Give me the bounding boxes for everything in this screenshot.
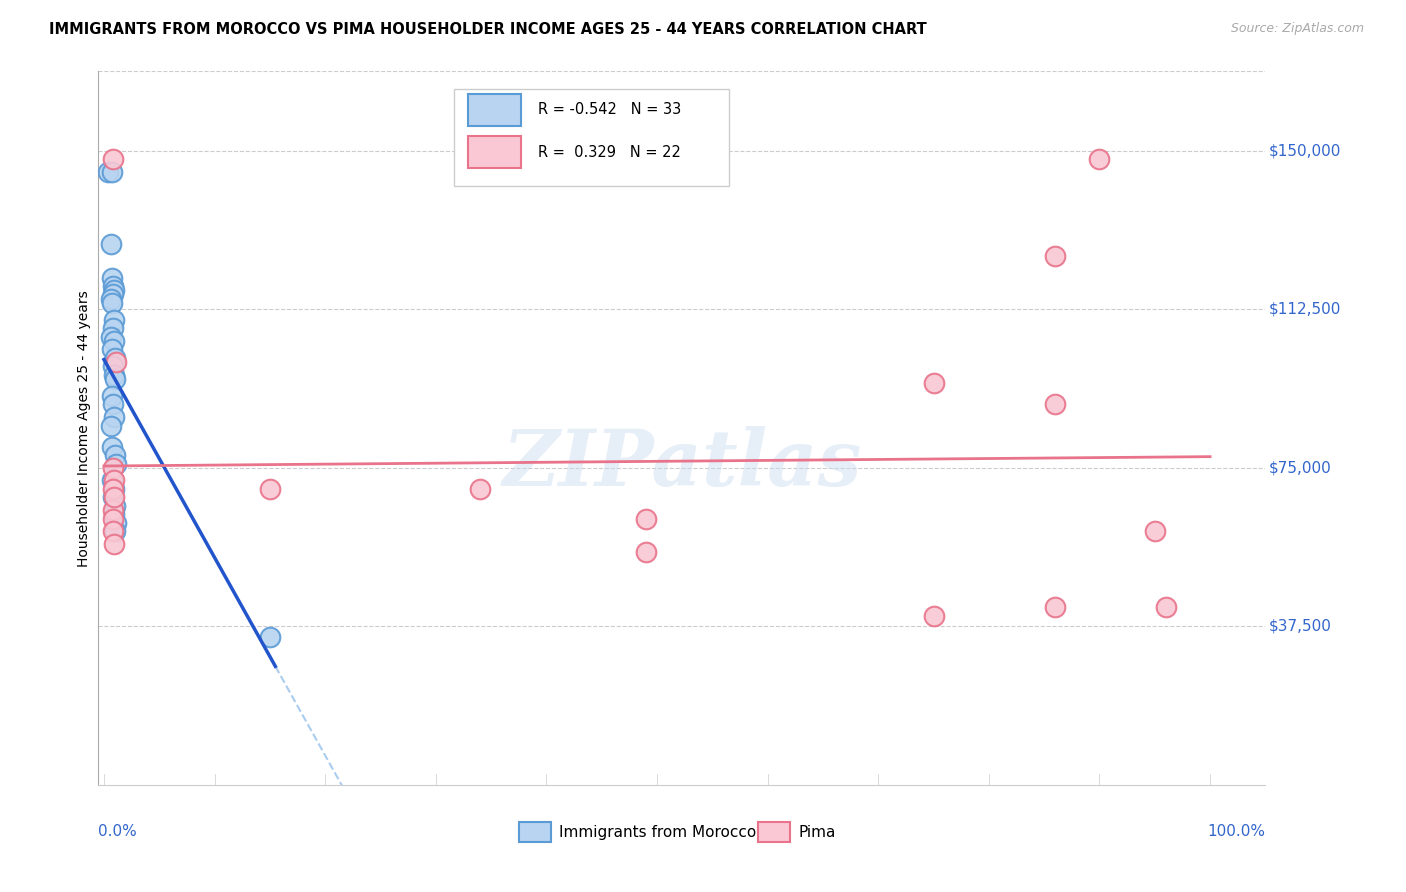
Text: Source: ZipAtlas.com: Source: ZipAtlas.com bbox=[1230, 22, 1364, 36]
Point bbox=[1154, 600, 1177, 615]
Point bbox=[100, 270, 122, 285]
Text: $112,500: $112,500 bbox=[1268, 301, 1341, 317]
Text: ZIPatlas: ZIPatlas bbox=[502, 425, 862, 502]
Point bbox=[101, 279, 124, 293]
Point bbox=[922, 376, 945, 391]
Point bbox=[634, 545, 657, 559]
Point bbox=[101, 152, 124, 166]
Point bbox=[101, 511, 124, 525]
Point bbox=[100, 165, 122, 179]
Point bbox=[100, 418, 122, 433]
Point bbox=[100, 343, 122, 357]
Point bbox=[104, 372, 127, 386]
Point bbox=[101, 359, 124, 374]
Point bbox=[103, 313, 125, 327]
FancyBboxPatch shape bbox=[468, 136, 520, 169]
Point bbox=[104, 448, 127, 462]
Point bbox=[1045, 600, 1067, 615]
Text: R =  0.329   N = 22: R = 0.329 N = 22 bbox=[538, 145, 682, 160]
Point bbox=[105, 355, 128, 369]
Point bbox=[101, 491, 124, 505]
Text: R = -0.542   N = 33: R = -0.542 N = 33 bbox=[538, 103, 682, 117]
Point bbox=[103, 410, 125, 425]
Point bbox=[103, 537, 125, 551]
Point bbox=[100, 296, 122, 310]
Text: $75,000: $75,000 bbox=[1268, 460, 1331, 475]
Point bbox=[1045, 397, 1067, 411]
Point bbox=[100, 389, 122, 403]
Point bbox=[1143, 524, 1166, 539]
Point bbox=[1088, 152, 1111, 166]
Point bbox=[101, 503, 124, 517]
Point bbox=[103, 368, 125, 382]
Text: $37,500: $37,500 bbox=[1268, 619, 1331, 634]
Point bbox=[1045, 249, 1067, 263]
Point bbox=[101, 321, 124, 335]
Point bbox=[259, 630, 281, 644]
Point bbox=[103, 334, 125, 348]
Text: Immigrants from Morocco: Immigrants from Morocco bbox=[560, 824, 756, 839]
Point bbox=[104, 524, 127, 539]
Point bbox=[105, 457, 128, 471]
FancyBboxPatch shape bbox=[468, 94, 520, 126]
Point bbox=[100, 236, 122, 251]
FancyBboxPatch shape bbox=[519, 822, 551, 842]
Point bbox=[100, 329, 122, 343]
Point bbox=[103, 491, 125, 505]
Text: Pima: Pima bbox=[799, 824, 837, 839]
Text: IMMIGRANTS FROM MOROCCO VS PIMA HOUSEHOLDER INCOME AGES 25 - 44 YEARS CORRELATIO: IMMIGRANTS FROM MOROCCO VS PIMA HOUSEHOL… bbox=[49, 22, 927, 37]
Y-axis label: Householder Income Ages 25 - 44 years: Householder Income Ages 25 - 44 years bbox=[77, 290, 91, 566]
Text: $150,000: $150,000 bbox=[1268, 143, 1341, 158]
Point bbox=[100, 474, 122, 488]
Point bbox=[103, 474, 125, 488]
Point bbox=[634, 511, 657, 525]
FancyBboxPatch shape bbox=[454, 89, 728, 186]
Point bbox=[101, 482, 124, 496]
Point bbox=[922, 608, 945, 623]
Point bbox=[259, 482, 281, 496]
Point bbox=[100, 440, 122, 454]
Point bbox=[104, 499, 127, 513]
Point bbox=[103, 508, 125, 522]
Point bbox=[101, 287, 124, 301]
Text: 100.0%: 100.0% bbox=[1208, 824, 1265, 839]
Point bbox=[103, 482, 125, 496]
Point bbox=[468, 482, 491, 496]
FancyBboxPatch shape bbox=[758, 822, 790, 842]
Point bbox=[100, 292, 122, 306]
Point bbox=[103, 283, 125, 297]
Point bbox=[105, 516, 128, 530]
Point bbox=[101, 524, 124, 539]
Point bbox=[97, 165, 120, 179]
Point bbox=[101, 397, 124, 411]
Point bbox=[104, 351, 127, 365]
Text: 0.0%: 0.0% bbox=[98, 824, 138, 839]
Point bbox=[101, 460, 124, 475]
